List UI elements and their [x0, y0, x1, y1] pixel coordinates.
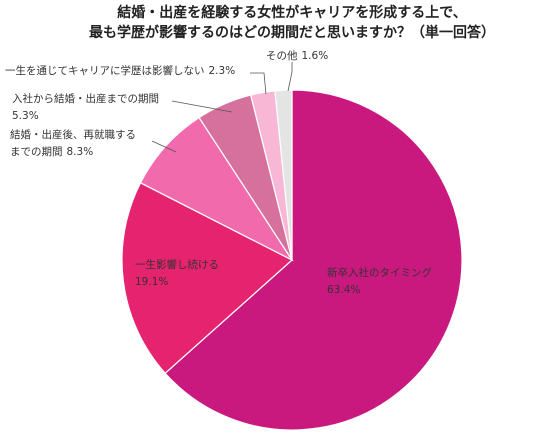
value-label: 2.3%	[209, 65, 236, 77]
pie-slice	[164, 89, 463, 431]
value-label: 19.1%	[135, 276, 168, 288]
slice-label: までの期間 8.3%	[10, 146, 93, 158]
pie-slice	[274, 89, 293, 261]
slice-label: 結婚・出産後、再就職する	[10, 128, 136, 141]
slices	[121, 89, 463, 431]
category-label: 結婚・出産後、再就職する	[10, 128, 136, 141]
slice-label: 19.1%	[135, 276, 168, 288]
category-label: その他	[266, 49, 298, 62]
value-label: 5.3%	[12, 110, 39, 122]
slice-label: 新卒入社のタイミング	[327, 266, 432, 279]
category-label: までの期間	[10, 146, 63, 158]
pie-slice	[139, 116, 294, 262]
category-label: 新卒入社のタイミング	[327, 266, 432, 279]
category-label: 入社から結婚・出産までの期間	[12, 92, 159, 105]
value-label: 8.3%	[67, 146, 94, 158]
value-label: 63.4%	[327, 284, 360, 296]
chart-title: 結婚・出産を経験する女性がキャリアを形成する上で、	[117, 4, 466, 21]
slice-label: 63.4%	[327, 284, 360, 296]
leader-line	[151, 140, 177, 153]
category-label: 一生影響し続ける	[135, 258, 219, 271]
chart-title: 最も学歴が影響するのはどの期間だと思いますか？（単一回答）	[89, 24, 495, 41]
slice-label: 一生影響し続ける	[135, 258, 219, 271]
leader-line	[171, 100, 233, 113]
value-label: 1.6%	[302, 50, 329, 62]
slice-label: 5.3%	[12, 110, 39, 122]
slice-label: 入社から結婚・出産までの期間	[12, 92, 159, 105]
slice-label: その他 1.6%	[266, 49, 328, 62]
leader-lines	[151, 62, 293, 153]
category-label: 一生を通じてキャリアに学歴は影響しない	[5, 64, 205, 77]
slice-label: 一生を通じてキャリアに学歴は影響しない 2.3%	[5, 64, 235, 77]
leader-line	[287, 62, 293, 92]
leader-line	[250, 72, 267, 95]
pie-slice	[121, 182, 294, 375]
